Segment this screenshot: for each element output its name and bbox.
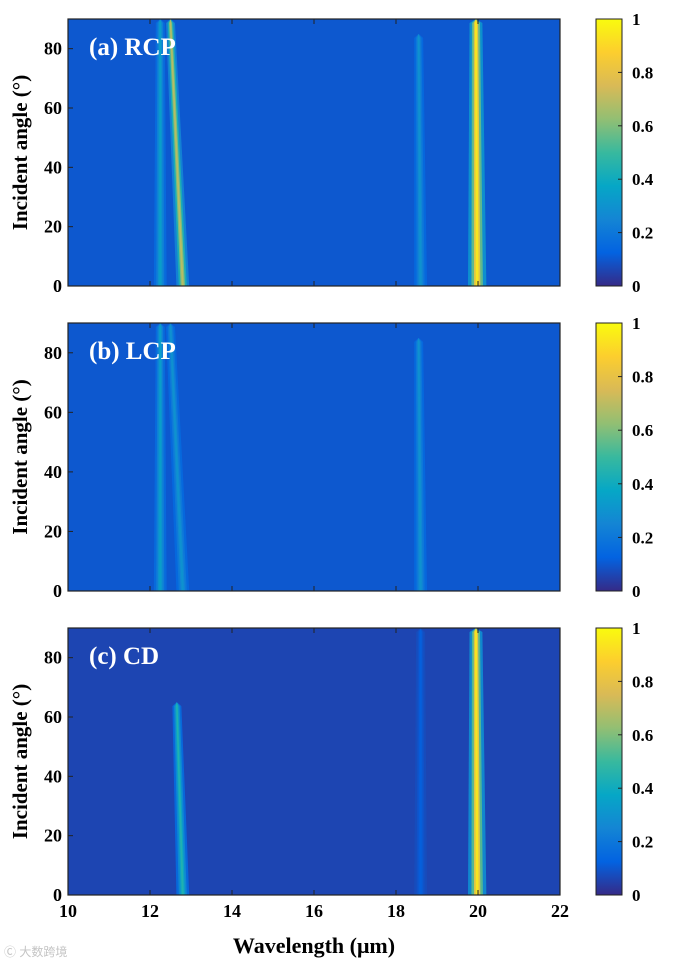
colorbar-tick-label: 0.6 (632, 421, 653, 440)
x-tick-label: 12 (141, 901, 159, 921)
heatmap-background (68, 323, 560, 591)
y-tick-label: 0 (53, 581, 62, 601)
y-tick-label: 80 (44, 39, 62, 59)
y-axis-label: Incident angle (°) (8, 75, 32, 230)
colorbar-tick-label: 0 (632, 886, 641, 905)
resonance-band-1 (153, 19, 167, 286)
x-tick-label: 10 (59, 901, 77, 921)
colorbar-tick-label: 0.4 (632, 475, 654, 494)
y-tick-label: 40 (44, 462, 62, 482)
y-tick-label: 60 (44, 98, 62, 118)
resonance-band-2 (166, 19, 190, 286)
panel-label: (a) RCP (89, 34, 176, 61)
colorbar-tick-label: 0.8 (632, 672, 653, 691)
colorbar-tick-label: 0.6 (632, 117, 653, 136)
y-tick-label: 20 (44, 217, 62, 237)
y-axis-label: Incident angle (°) (8, 379, 32, 534)
y-tick-label: 80 (44, 648, 62, 668)
colorbar-tick-label: 0.8 (632, 368, 653, 387)
colorbar-tick-label: 0.2 (632, 833, 653, 852)
resonance-band-4 (467, 19, 487, 286)
panel-label: (b) LCP (89, 338, 176, 365)
colorbar-tick-label: 0 (632, 582, 641, 601)
y-tick-label: 0 (53, 885, 62, 905)
colorbar-tick-label: 0.2 (632, 224, 653, 243)
colorbar-tick-label: 0.4 (632, 779, 654, 798)
colorbar-tick-label: 0.4 (632, 170, 654, 189)
x-tick-label: 18 (387, 901, 405, 921)
y-tick-label: 60 (44, 707, 62, 727)
colorbar-tick-label: 0.2 (632, 528, 653, 547)
colorbar-tick-label: 1 (632, 314, 641, 333)
y-tick-label: 40 (44, 157, 62, 177)
y-tick-label: 0 (53, 276, 62, 296)
colorbar-tick-label: 1 (632, 10, 641, 29)
colorbar-tick-label: 0.8 (632, 63, 653, 82)
resonance-band-3 (414, 337, 427, 591)
resonance-band-1 (172, 702, 190, 895)
y-tick-label: 80 (44, 343, 62, 363)
x-axis-label: Wavelength (μm) (233, 933, 395, 958)
colorbar-tick-label: 0 (632, 277, 641, 296)
x-tick-label: 22 (551, 901, 569, 921)
y-tick-label: 20 (44, 826, 62, 846)
y-tick-label: 20 (44, 521, 62, 541)
y-axis-label: Incident angle (°) (8, 684, 32, 839)
resonance-band-3 (467, 628, 487, 895)
x-tick-label: 16 (305, 901, 323, 921)
resonance-band-2 (414, 628, 427, 895)
watermark: Ⓒ 大数跨境 (4, 944, 67, 959)
chart-panel-1: 0 20 40 60 80 Incident angle (°) (a) RCP 1 0.8 0.… (8, 10, 654, 296)
y-tick-label: 40 (44, 766, 62, 786)
chart-panel-2: 0 20 40 60 80 Incident angle (°) (b) LCP 1 0.8 0.… (8, 314, 654, 601)
panel-label: (c) CD (89, 643, 159, 670)
x-tick-label: 20 (469, 901, 487, 921)
x-tick-label: 14 (223, 901, 241, 921)
resonance-band-2 (166, 323, 190, 591)
y-tick-label: 60 (44, 402, 62, 422)
colorbar: 1 0.8 0.6 0.4 0.2 0 (595, 619, 654, 905)
colorbar-tick-label: 1 (632, 619, 641, 638)
resonance-band-1 (153, 323, 167, 591)
colorbar: 1 0.8 0.6 0.4 0.2 0 (595, 314, 654, 601)
resonance-band-3 (414, 33, 427, 286)
colorbar-tick-label: 0.6 (632, 726, 653, 745)
colorbar: 1 0.8 0.6 0.4 0.2 0 (595, 10, 654, 296)
